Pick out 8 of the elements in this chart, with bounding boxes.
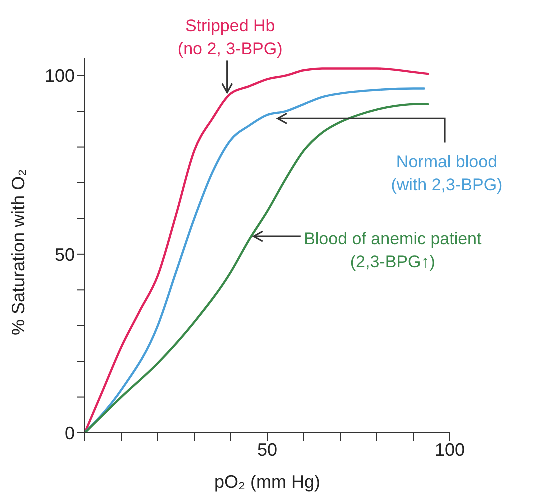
- x-axis-title: pO₂ (mm Hg): [214, 472, 320, 492]
- y-tick-label: 0: [64, 423, 75, 444]
- annotation: Normal blood (with 2,3-BPG): [391, 152, 503, 195]
- y-axis-title: % Saturation with O₂: [8, 169, 28, 336]
- y-tick-label: 50: [54, 244, 75, 265]
- annotation: Stripped Hb (no 2, 3-BPG): [178, 16, 283, 59]
- annotation: Blood of anemic patient (2,3-BPG↑): [304, 230, 482, 272]
- y-tick-label: 100: [44, 66, 75, 86]
